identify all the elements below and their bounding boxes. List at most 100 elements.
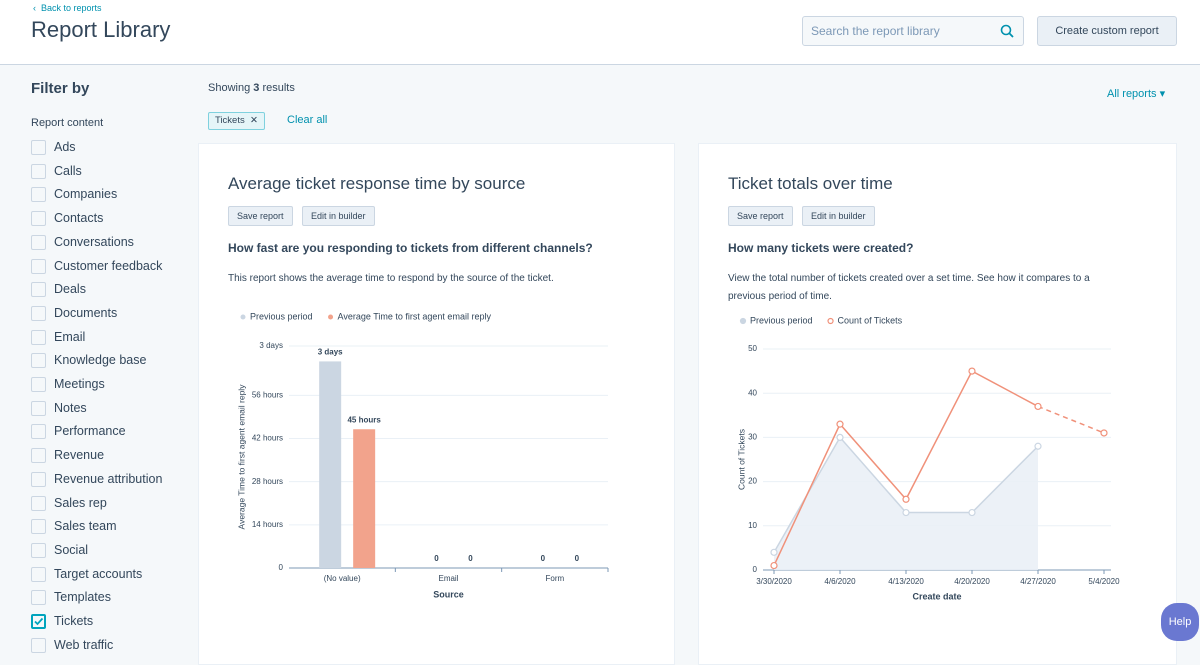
card-description: View the total number of tickets created…	[728, 273, 1090, 302]
bar	[319, 361, 342, 568]
checkbox[interactable]	[31, 519, 46, 535]
y-tick-label: 56 hours	[252, 390, 283, 399]
save-button[interactable]: Save report	[228, 206, 293, 226]
checkbox[interactable]	[31, 187, 46, 203]
card-description: This report shows the average time to re…	[228, 273, 554, 284]
point	[968, 508, 976, 517]
value-label: 0	[468, 554, 473, 563]
x-tick-label: Form	[545, 574, 564, 583]
point	[836, 433, 844, 441]
legend-marker	[328, 314, 334, 320]
x-tick-label: 5/4/2020	[1088, 577, 1120, 586]
option-label[interactable]: Customer feedback	[54, 258, 163, 273]
checkbox[interactable]	[31, 542, 46, 558]
checkbox[interactable]	[31, 305, 46, 321]
option-label[interactable]: Notes	[54, 400, 87, 415]
x-axis-label: Source	[433, 589, 464, 599]
value-label: 3 days	[318, 348, 343, 357]
view-label[interactable]: All reports	[1107, 88, 1157, 100]
filter-title: Filter by	[31, 80, 90, 97]
point	[968, 367, 976, 375]
clear-all[interactable]: Clear all	[287, 114, 328, 126]
checkbox[interactable]	[31, 140, 46, 155]
option-label[interactable]: Target accounts	[54, 566, 143, 581]
option-label[interactable]: Performance	[54, 424, 126, 439]
checkbox[interactable]	[31, 637, 46, 653]
option-label[interactable]: Tickets	[54, 614, 94, 628]
help-button[interactable]: Help	[1161, 603, 1199, 641]
report-card: Ticket totals over time Save report Edit i…	[698, 143, 1177, 665]
option-label[interactable]: Social	[54, 542, 89, 557]
y-tick-label: 3 days	[259, 341, 283, 350]
checkbox[interactable]	[31, 282, 46, 298]
checkbox[interactable]	[31, 590, 46, 606]
view-dropdown[interactable]: All reports ▾	[1107, 88, 1166, 100]
checkbox[interactable]	[31, 353, 46, 369]
checkbox[interactable]	[31, 471, 46, 487]
point	[1100, 429, 1108, 437]
checkbox[interactable]	[31, 234, 46, 250]
checkbox[interactable]	[31, 400, 46, 416]
legend-marker	[827, 317, 834, 325]
checkbox[interactable]	[31, 448, 46, 464]
section-title: Report content	[31, 117, 104, 129]
save-button[interactable]: Save report	[728, 206, 793, 226]
line-dashed	[1037, 405, 1105, 434]
option-label[interactable]: Revenue	[54, 448, 105, 463]
create-button[interactable]: Create custom report	[1037, 16, 1177, 46]
checkbox[interactable]	[31, 495, 46, 511]
option-label[interactable]: Documents	[54, 305, 118, 320]
legend-marker	[739, 317, 747, 325]
search-icon[interactable]	[1000, 24, 1014, 38]
search-box[interactable]: Search the report library	[802, 16, 1024, 46]
checkbox[interactable]	[31, 163, 46, 179]
option-label[interactable]: Calls	[54, 163, 82, 178]
checkbox[interactable]	[31, 329, 46, 345]
checkbox[interactable]	[31, 377, 46, 392]
checkbox[interactable]	[31, 258, 46, 274]
option-label[interactable]: Revenue attribution	[54, 471, 163, 486]
x-tick-label: 4/20/2020	[954, 577, 990, 586]
filter-chip[interactable]: Tickets ✕	[208, 112, 265, 130]
bar	[353, 429, 376, 568]
search-placeholder[interactable]: Search the report library	[811, 24, 940, 38]
option-label[interactable]: Sales rep	[54, 495, 107, 510]
option-label[interactable]: Sales team	[54, 519, 117, 534]
option-label[interactable]: Email	[54, 329, 86, 344]
option-label[interactable]: Meetings	[54, 377, 105, 391]
value-label: 0	[541, 554, 546, 563]
chart: Previous period Average Time to first age…	[236, 311, 609, 599]
x-tick-label: 3/30/2020	[756, 577, 792, 586]
checkbox[interactable]	[31, 566, 46, 582]
back-link-text[interactable]: Back to reports	[41, 3, 102, 13]
back-link[interactable]: ‹ Back to reports	[33, 3, 102, 13]
chip-label[interactable]: Tickets	[215, 115, 245, 126]
option-label[interactable]: Ads	[54, 140, 76, 154]
chart: Previous period Count of Tickets 0 10 20 30 40…	[736, 315, 1120, 601]
checkbox[interactable]	[31, 614, 46, 629]
x-axis-label: Create date	[912, 591, 961, 601]
option-label[interactable]: Contacts	[54, 211, 104, 226]
point	[836, 420, 844, 428]
y-tick-label: 40	[748, 388, 757, 397]
point	[1034, 442, 1042, 450]
legend-label: Average Time to first agent email reply	[338, 311, 492, 321]
y-tick-label: 50	[748, 344, 757, 353]
option-label[interactable]: Templates	[54, 590, 111, 605]
checkbox[interactable]	[31, 211, 46, 227]
x-tick-label: 4/27/2020	[1020, 577, 1056, 586]
option-label[interactable]: Conversations	[54, 234, 134, 249]
option-label[interactable]: Deals	[54, 282, 86, 297]
option-label[interactable]: Knowledge base	[54, 353, 147, 368]
checkbox[interactable]	[31, 424, 46, 440]
edit-button[interactable]: Edit in builder	[802, 206, 875, 226]
value-label: 0	[575, 554, 580, 563]
legend-marker	[240, 314, 246, 320]
y-tick-label: 10	[748, 521, 757, 530]
y-axis-label: Count of Tickets	[736, 429, 746, 490]
point	[902, 508, 910, 517]
option-label[interactable]: Companies	[54, 187, 118, 202]
legend-label: Previous period	[250, 311, 313, 321]
edit-button[interactable]: Edit in builder	[302, 206, 375, 226]
y-axis-label: Average Time to first agent email reply	[236, 384, 246, 530]
